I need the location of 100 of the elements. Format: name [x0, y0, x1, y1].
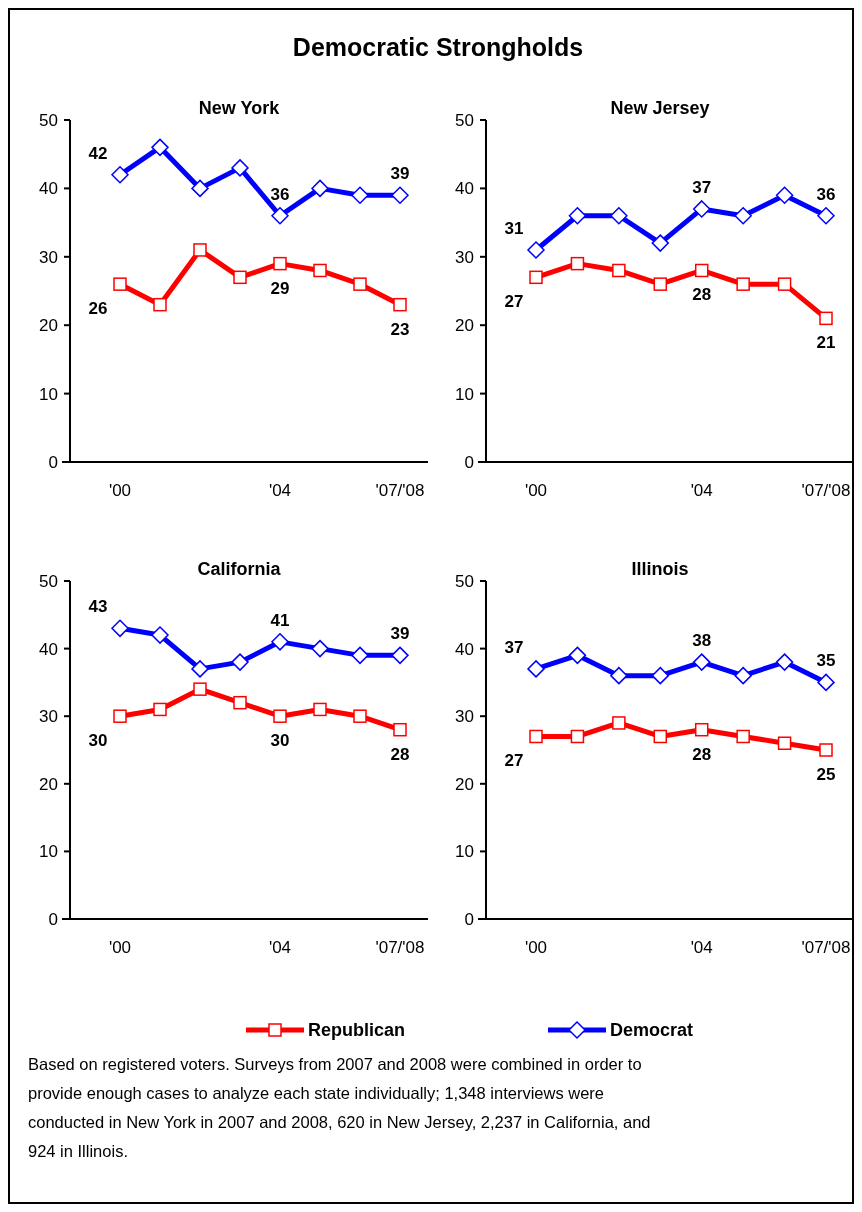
data-label: 38 — [692, 631, 712, 651]
point — [111, 619, 129, 638]
point — [313, 263, 327, 278]
text: Democratic Strongholds — [292, 33, 584, 61]
point — [527, 241, 545, 259]
data-label: 28 — [390, 744, 410, 764]
point — [568, 646, 587, 665]
x-tick-label: '07/'08 — [375, 938, 425, 957]
point — [273, 709, 287, 723]
point — [694, 263, 709, 278]
x-tick-label: '07/'08 — [375, 481, 425, 500]
data-label: 42 — [88, 143, 108, 163]
point — [391, 646, 409, 665]
data-label: 39 — [390, 164, 410, 184]
point — [817, 207, 835, 225]
point — [734, 666, 752, 685]
point — [775, 186, 794, 204]
y-tick-label: 30 — [39, 707, 58, 727]
point — [651, 666, 670, 685]
y-tick-label: 30 — [455, 247, 474, 267]
data-label: 28 — [692, 744, 712, 764]
point — [610, 666, 628, 685]
point — [271, 207, 289, 225]
y-tick-label: 40 — [455, 639, 474, 659]
point — [193, 682, 207, 696]
data-label: 36 — [816, 184, 836, 204]
point — [311, 639, 329, 658]
point — [351, 186, 369, 204]
point — [570, 256, 585, 271]
point — [736, 277, 750, 291]
point — [231, 653, 249, 671]
point — [351, 646, 369, 665]
y-tick-label: 20 — [39, 316, 58, 336]
chart-title: New York — [198, 98, 281, 118]
point — [391, 186, 409, 204]
y-tick-label: 30 — [39, 247, 58, 267]
point — [113, 277, 127, 291]
point — [529, 270, 543, 285]
data-label: 28 — [692, 285, 712, 305]
data-label: 27 — [504, 292, 524, 312]
point — [817, 673, 835, 692]
point — [612, 716, 626, 730]
point — [612, 263, 626, 278]
point — [692, 653, 711, 671]
legend-label: Republican — [308, 1020, 406, 1041]
point — [353, 709, 367, 723]
point — [527, 660, 545, 678]
point — [694, 722, 709, 737]
legend-label: Democrat — [610, 1020, 694, 1041]
x-tick-label: '00 — [524, 481, 548, 500]
y-tick-label: 0 — [48, 909, 58, 929]
data-label: 30 — [270, 731, 290, 751]
x-tick-label: '04 — [690, 481, 713, 500]
point — [777, 277, 792, 291]
y-tick-label: 10 — [39, 384, 58, 404]
point — [231, 159, 249, 177]
point — [233, 270, 247, 285]
point — [775, 653, 794, 671]
point — [151, 626, 169, 644]
y-tick-label: 50 — [455, 571, 474, 591]
y-tick-label: 50 — [39, 571, 58, 591]
point — [311, 179, 329, 198]
point — [777, 736, 792, 750]
x-tick-label: '00 — [524, 938, 548, 957]
x-tick-label: '04 — [268, 481, 292, 500]
x-tick-label: '07/'08 — [801, 481, 851, 500]
y-tick-label: 20 — [455, 316, 474, 336]
point — [233, 695, 247, 710]
point — [570, 729, 585, 744]
chart-title: New Jersey — [610, 98, 710, 118]
data-label: 29 — [270, 278, 290, 298]
data-label: 30 — [88, 731, 108, 751]
y-tick-label: 10 — [455, 842, 474, 862]
x-tick-label: '07/'08 — [801, 938, 851, 957]
point — [113, 709, 127, 723]
point — [111, 165, 129, 184]
point — [193, 243, 207, 257]
data-label: 37 — [504, 637, 524, 657]
point — [653, 729, 668, 744]
point — [273, 256, 287, 271]
point — [151, 138, 169, 157]
text: Based on registered voters. Surveys from 2007 and 2008 were combined in order to provide enough cases to analyze each state individually; 1,348 interviews were conducted in New York in 2007 and 2008, 620 in New Jersey, 2,237 in California, and 924 in Illinois. — [28, 1055, 651, 1160]
point — [191, 660, 209, 678]
y-tick-label: 50 — [455, 110, 474, 130]
point — [692, 200, 711, 218]
point — [529, 729, 543, 744]
data-label: 36 — [270, 184, 290, 204]
x-tick-label: '04 — [690, 938, 713, 957]
y-tick-label: 0 — [464, 452, 474, 472]
y-tick-label: 20 — [39, 774, 58, 794]
chart-title: Illinois — [631, 559, 689, 579]
y-tick-label: 40 — [455, 179, 474, 199]
data-label: 23 — [390, 319, 410, 339]
y-tick-label: 30 — [455, 707, 474, 727]
point — [568, 207, 587, 225]
y-tick-label: 10 — [455, 384, 474, 404]
data-label: 43 — [88, 597, 108, 617]
point — [393, 722, 407, 737]
point — [819, 743, 833, 757]
point — [734, 207, 752, 225]
